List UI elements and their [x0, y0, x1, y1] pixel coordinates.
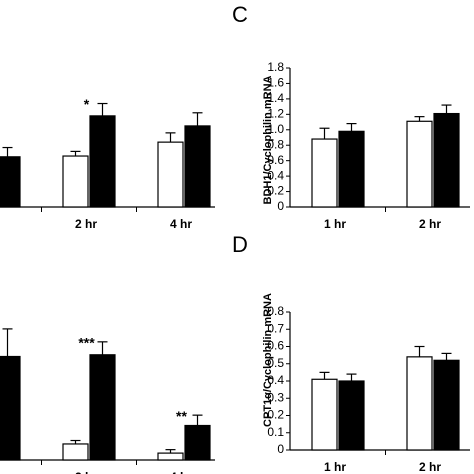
bar — [406, 120, 433, 208]
y-tick-label: 0.8 — [267, 137, 284, 151]
bar — [0, 355, 21, 461]
x-tick-label: 2 hr — [419, 217, 441, 231]
x-tick-label: 2 hr — [419, 460, 441, 474]
bar — [62, 443, 89, 461]
bar — [433, 359, 460, 451]
y-tick-label: 0 — [277, 442, 284, 456]
significance-label: *** — [78, 335, 95, 351]
bar — [311, 138, 338, 208]
y-tick-label: 0 — [277, 199, 284, 213]
bar — [89, 115, 116, 208]
significance-label: * — [84, 96, 90, 112]
y-tick-label: 0.5 — [267, 356, 284, 370]
x-tick-label: 1 hr — [324, 460, 346, 474]
bar — [338, 130, 365, 208]
y-axis-title: BDH1/Cyclophilin mRNA — [262, 75, 274, 204]
bar — [89, 354, 116, 461]
bar — [406, 356, 433, 451]
y-tick-label: 1.8 — [267, 60, 284, 74]
panel-letter: C — [232, 2, 248, 27]
y-tick-label: 1.6 — [267, 76, 284, 90]
y-tick-label: 0.4 — [267, 373, 284, 387]
bar — [157, 452, 184, 461]
y-tick-label: 0.2 — [267, 184, 284, 198]
bar — [433, 112, 460, 208]
bar — [62, 155, 89, 208]
bar — [338, 380, 365, 451]
significance-label: ** — [176, 408, 187, 424]
y-tick-label: 1.4 — [267, 91, 284, 105]
x-tick-label: 2 hr — [75, 470, 97, 474]
panel-letter: D — [232, 232, 248, 257]
y-tick-label: 1.0 — [267, 122, 284, 136]
bar — [184, 424, 211, 461]
bar — [0, 156, 21, 208]
x-tick-label: 4 hr — [170, 470, 192, 474]
y-tick-label: 1.2 — [267, 107, 284, 121]
y-tick-label: 0.4 — [267, 168, 284, 182]
bar — [311, 378, 338, 451]
bar — [184, 125, 211, 208]
bar — [157, 141, 184, 208]
y-tick-label: 0.2 — [267, 408, 284, 422]
y-axis-title: CPT1α/Cyclophilin mRNA — [262, 293, 274, 427]
y-tick-label: 0.7 — [267, 321, 284, 335]
x-tick-label: 4 hr — [170, 217, 192, 231]
y-tick-label: 0.6 — [267, 153, 284, 167]
y-tick-label: 0.3 — [267, 390, 284, 404]
y-tick-label: 0.8 — [267, 304, 284, 318]
x-tick-label: 1 hr — [324, 217, 346, 231]
y-tick-label: 0.6 — [267, 339, 284, 353]
y-tick-label: 0.1 — [267, 425, 284, 439]
x-tick-label: 2 hr — [75, 217, 97, 231]
